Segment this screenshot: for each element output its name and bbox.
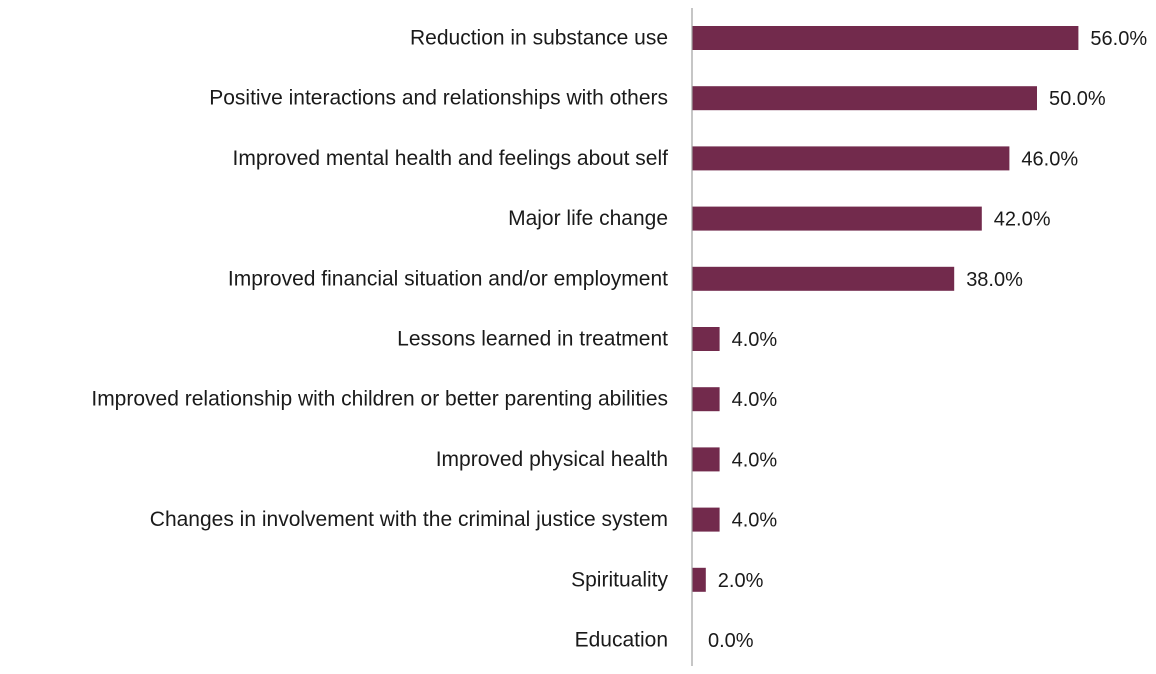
category-label: Changes in involvement with the criminal… bbox=[150, 508, 668, 531]
bar bbox=[692, 146, 1010, 171]
value-label: 42.0% bbox=[994, 209, 1051, 231]
value-label: 50.0% bbox=[1049, 88, 1106, 110]
bar bbox=[692, 567, 706, 592]
bar bbox=[692, 206, 982, 231]
bar bbox=[692, 86, 1037, 111]
bar bbox=[692, 507, 720, 532]
category-label: Improved mental health and feelings abou… bbox=[233, 147, 669, 170]
value-labels-layer: 56.0% 50.0% 46.0% 42.0% 38.0% 4.0% 4.0% 4.0% 4.0… bbox=[708, 28, 1147, 652]
value-label: 46.0% bbox=[1021, 148, 1078, 170]
category-label: Education bbox=[575, 629, 668, 652]
category-label: Positive interactions and relationships … bbox=[209, 87, 668, 110]
value-label: 4.0% bbox=[732, 389, 778, 411]
bar bbox=[692, 387, 720, 412]
bars-layer bbox=[692, 26, 1079, 592]
category-label: Improved relationship with children or b… bbox=[91, 388, 668, 411]
category-label: Improved financial situation and/or empl… bbox=[228, 267, 668, 290]
value-label: 2.0% bbox=[718, 570, 764, 592]
value-label: 4.0% bbox=[732, 449, 778, 471]
value-label: 0.0% bbox=[708, 630, 754, 652]
bar bbox=[692, 26, 1079, 50]
bar bbox=[692, 327, 720, 351]
category-label: Lessons learned in treatment bbox=[397, 328, 668, 351]
value-label: 38.0% bbox=[966, 269, 1023, 291]
category-label: Improved physical health bbox=[436, 448, 668, 471]
category-label: Major life change bbox=[508, 207, 668, 230]
category-label: Spirituality bbox=[571, 568, 668, 591]
category-label: Reduction in substance use bbox=[410, 27, 668, 50]
bar bbox=[692, 447, 720, 472]
bar bbox=[692, 266, 955, 291]
value-label: 4.0% bbox=[732, 329, 778, 351]
value-label: 56.0% bbox=[1090, 28, 1147, 50]
value-label: 4.0% bbox=[732, 510, 778, 532]
category-labels-layer: Reduction in substance use Positive inter… bbox=[91, 27, 668, 652]
